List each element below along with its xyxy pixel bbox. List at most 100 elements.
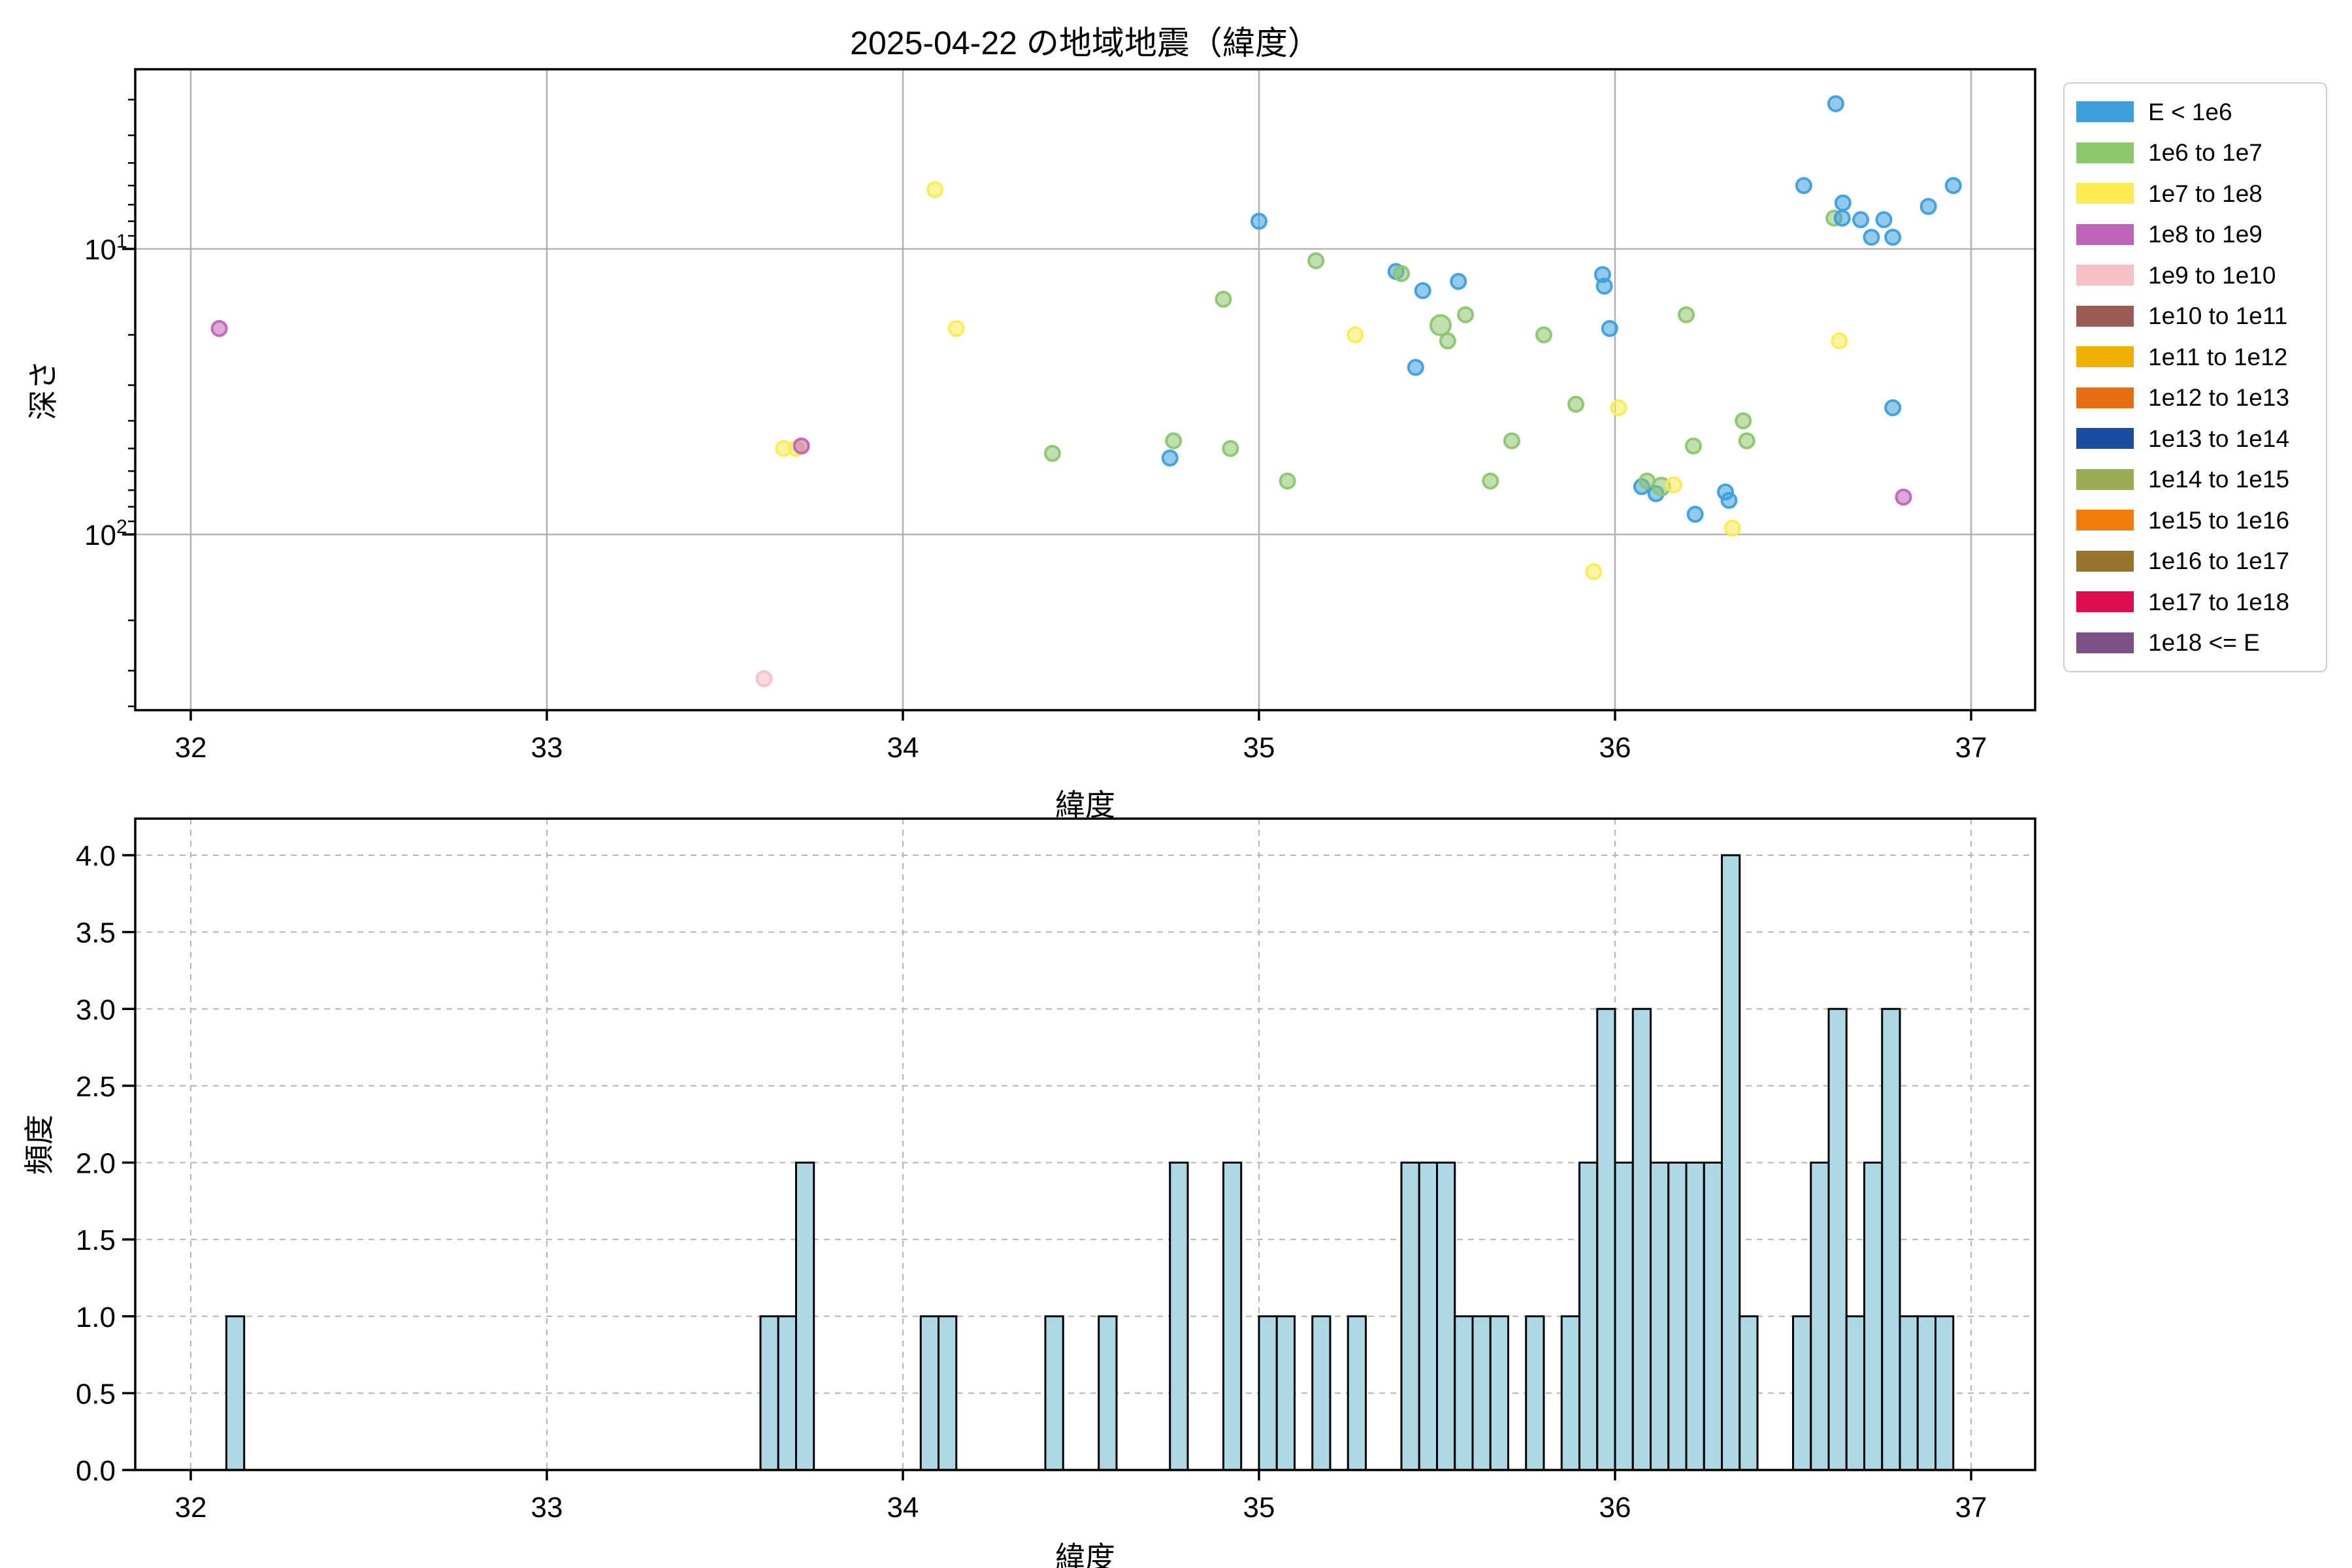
legend-swatch — [2076, 387, 2134, 408]
scatter-point — [1250, 212, 1267, 230]
histogram-bar — [1560, 1315, 1580, 1471]
histogram-bar — [1631, 1007, 1652, 1471]
histogram-bar — [1614, 1162, 1634, 1471]
scatter-x-axis-label: 緯度 — [1055, 788, 1115, 822]
scatter-x-tick-label: 34 — [887, 732, 919, 764]
histogram-y-tick-label: 0.5 — [76, 1378, 116, 1410]
legend-label: 1e18 <= E — [2148, 629, 2260, 657]
scatter-point — [1503, 432, 1520, 449]
legend-entry: 1e15 to 1e16 — [2076, 500, 2326, 541]
histogram-x-tick-label: 37 — [1955, 1492, 1987, 1524]
histogram-bar — [1739, 1315, 1759, 1471]
histogram-bar — [1489, 1315, 1509, 1471]
legend-swatch — [2076, 591, 2134, 613]
scatter-point — [1595, 277, 1613, 295]
histogram-bar — [1916, 1315, 1936, 1471]
scatter-point — [1895, 488, 1912, 506]
legend-entry: 1e9 to 1e10 — [2076, 255, 2326, 296]
histogram-bar — [1685, 1162, 1705, 1471]
scatter-point — [1165, 432, 1183, 449]
histogram-x-tick-label: 35 — [1243, 1492, 1275, 1524]
histogram-bar — [1935, 1315, 1955, 1471]
legend-label: E < 1e6 — [2148, 98, 2232, 125]
legend-label: 1e12 to 1e13 — [2148, 384, 2290, 412]
histogram-bar — [1881, 1007, 1901, 1471]
histogram-bar — [938, 1315, 958, 1471]
scatter-point — [1833, 209, 1851, 227]
histogram-bar — [1827, 1007, 1848, 1471]
histogram-bar — [225, 1315, 246, 1471]
scatter-point — [1875, 211, 1893, 229]
scatter-point — [1863, 229, 1880, 246]
histogram-bar — [1258, 1315, 1278, 1471]
histogram-bar — [1044, 1315, 1064, 1471]
scatter-point — [1735, 412, 1752, 430]
scatter-point — [1414, 282, 1431, 299]
histogram-x-axis-label: 緯度 — [1055, 1541, 1115, 1568]
legend-entry: 1e8 to 1e9 — [2076, 214, 2326, 255]
scatter-point — [755, 670, 773, 687]
scatter-plot: 32 33 34 35 36 37 101 102 — [84, 68, 2036, 764]
histogram-bar — [795, 1162, 815, 1471]
scatter-point — [1567, 395, 1585, 413]
scatter-point — [1852, 211, 1870, 229]
histogram-x-tick-label: 34 — [887, 1492, 919, 1524]
histogram-bar — [1596, 1007, 1616, 1471]
legend-swatch — [2076, 550, 2134, 572]
histogram-bar — [1222, 1162, 1243, 1471]
scatter-point — [1161, 449, 1179, 467]
histogram-bar — [1863, 1162, 1884, 1471]
legend-label: 1e11 to 1e12 — [2148, 343, 2288, 370]
scatter-point — [1429, 314, 1452, 336]
scatter-point — [1215, 290, 1232, 308]
scatter-point — [1347, 326, 1364, 344]
histogram-x-tick-label: 33 — [531, 1492, 563, 1524]
legend-label: 1e7 to 1e8 — [2148, 180, 2262, 207]
scatter-y-tick-label: 102 — [84, 516, 127, 551]
legend-swatch — [2076, 223, 2134, 245]
scatter-point — [1919, 197, 1937, 215]
histogram-bar — [1418, 1162, 1438, 1471]
histogram-bar — [1667, 1162, 1688, 1471]
histogram-y-tick-label: 3.5 — [76, 917, 116, 949]
histogram-y-axis-label: 頻度 — [22, 1115, 56, 1175]
legend-swatch — [2076, 632, 2134, 653]
scatter-point — [1684, 437, 1702, 455]
legend-entry: 1e16 to 1e17 — [2076, 541, 2326, 582]
legend-entry: E < 1e6 — [2076, 91, 2326, 133]
scatter-y-axis-label: 深さ — [26, 360, 60, 420]
histogram-bar — [1810, 1162, 1830, 1471]
scatter-point — [1450, 272, 1467, 290]
legend-swatch — [2076, 346, 2134, 368]
histogram-y-tick-label: 4.0 — [76, 840, 116, 872]
scatter-point — [1795, 177, 1812, 195]
scatter-point — [1407, 359, 1424, 376]
histogram-y-tick-label: 3.0 — [76, 994, 116, 1026]
scatter-point — [1601, 319, 1618, 337]
scatter-point — [1279, 472, 1296, 490]
legend-label: 1e13 to 1e14 — [2148, 425, 2290, 452]
scatter-point — [1482, 472, 1499, 490]
legend-swatch — [2076, 428, 2134, 449]
legend-label: 1e16 to 1e17 — [2148, 547, 2290, 575]
scatter-x-tick-label: 33 — [531, 732, 563, 764]
legend-swatch — [2076, 510, 2134, 531]
scatter-point — [1307, 252, 1325, 270]
scatter-point — [1686, 506, 1704, 523]
scatter-point — [1678, 306, 1695, 323]
scatter-x-tick-label: 32 — [175, 732, 207, 764]
scatter-point — [1535, 326, 1552, 344]
histogram-y-tick-label: 0.0 — [76, 1455, 116, 1487]
histogram-bar — [1578, 1162, 1599, 1471]
legend-label: 1e9 to 1e10 — [2148, 261, 2276, 289]
scatter-point — [1665, 476, 1682, 493]
scatter-point — [1723, 519, 1741, 537]
histogram-bar — [1650, 1162, 1670, 1471]
scatter-point — [1610, 399, 1627, 417]
scatter-point — [926, 181, 944, 199]
legend-label: 1e10 to 1e11 — [2148, 302, 2288, 330]
scatter-point — [1884, 399, 1902, 417]
histogram-bar — [1275, 1315, 1296, 1471]
histogram-bar — [777, 1315, 797, 1471]
